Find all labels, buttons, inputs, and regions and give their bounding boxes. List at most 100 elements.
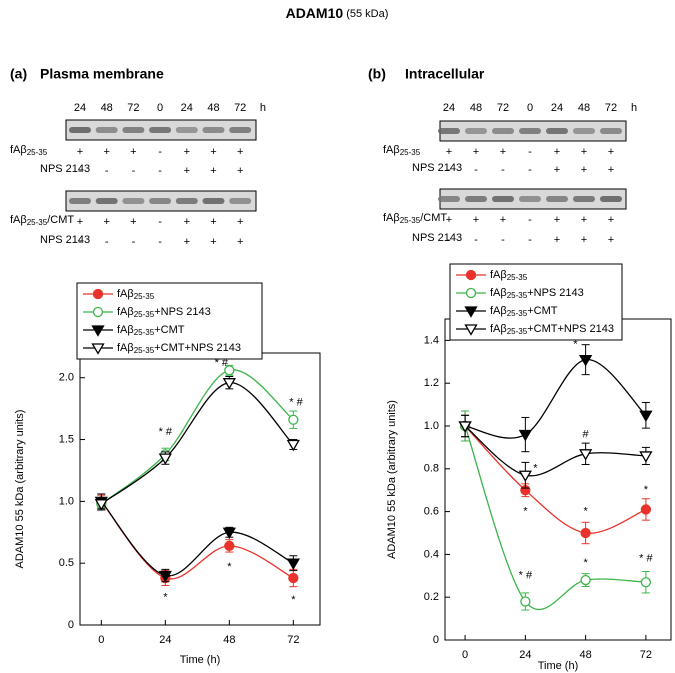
series-line	[100, 500, 294, 577]
blot-row-label: fAβ25-35/CMT	[383, 212, 447, 225]
blot-sign: +	[608, 164, 614, 176]
blot-sign: +	[184, 165, 190, 177]
blot-row-label: NPS 2143	[412, 232, 462, 244]
x-axis-title: Time (h)	[180, 654, 221, 666]
lane-label: 24	[181, 102, 193, 114]
blot-row-label: fAβ25-35	[383, 144, 421, 157]
blot-sign: -	[78, 165, 82, 177]
legend-label: fAβ25-35+CMT+NPS 2143	[490, 323, 614, 336]
blot-sign: +	[77, 146, 83, 158]
blot-sign: +	[581, 164, 587, 176]
data-point	[578, 449, 593, 461]
x-tick-label: 72	[287, 634, 299, 646]
blot-band	[600, 128, 622, 134]
data-point	[286, 558, 300, 570]
blot-band	[546, 196, 568, 202]
panel-title: Intracellular	[405, 66, 485, 82]
blot-band	[519, 196, 541, 202]
blot-sign: +	[210, 236, 216, 248]
blot-band	[175, 127, 198, 133]
lane-label: 48	[578, 102, 590, 114]
data-point	[580, 574, 591, 586]
blot-sign: -	[158, 216, 162, 228]
plot-frame	[79, 352, 321, 626]
blot-sign: +	[581, 214, 587, 226]
panel-label: (a)	[10, 66, 27, 82]
y-tick-label: 1.5	[59, 433, 74, 445]
series-line	[464, 359, 647, 439]
lane-label: 72	[234, 102, 246, 114]
y-tick-label: 1.0	[424, 420, 439, 432]
legend-label: fAβ25-35	[490, 269, 528, 282]
blot-sign: -	[447, 164, 451, 176]
blot-sign: -	[501, 234, 505, 246]
legend-marker	[91, 325, 105, 337]
blot-sign: -	[78, 236, 82, 248]
data-point	[222, 527, 236, 540]
blot-band	[122, 198, 145, 204]
blot-band	[519, 128, 541, 134]
x-tick-label: 0	[462, 649, 468, 661]
annotation: *	[523, 506, 528, 518]
blot-band	[149, 127, 172, 133]
annotation: *	[573, 339, 578, 351]
data-point	[286, 439, 300, 452]
data-point	[639, 451, 653, 463]
lane-label: 0	[157, 102, 163, 114]
legend-box	[76, 282, 263, 360]
blot-sign: +	[77, 216, 83, 228]
lane-label: 72	[127, 102, 139, 114]
legend-marker	[464, 324, 478, 336]
blot-band	[573, 196, 595, 202]
blot-row-label: NPS 2143	[412, 162, 462, 174]
data-point	[640, 504, 652, 515]
lane-unit: h	[631, 102, 637, 114]
x-tick-label: 48	[223, 634, 235, 646]
legend-marker	[91, 343, 105, 355]
blot-sign: +	[130, 146, 136, 158]
y-tick-label: 0.6	[424, 506, 439, 518]
blot-sign: +	[608, 234, 614, 246]
blot-sign: -	[528, 146, 532, 158]
annotation: *	[583, 557, 588, 569]
blot-sign: +	[210, 146, 216, 158]
blot-band	[573, 128, 595, 134]
data-point	[288, 414, 299, 425]
blot-sign: +	[184, 236, 190, 248]
y-tick-label: 0.5	[59, 557, 74, 569]
blot-sign: +	[446, 214, 452, 226]
subtitle: (55 kDa)	[346, 8, 388, 20]
lane-label: 24	[74, 102, 86, 114]
blot-row-label: NPS 2143	[40, 163, 90, 175]
annotation: *	[163, 592, 168, 604]
legend-box	[449, 263, 623, 341]
legend-marker	[92, 306, 104, 318]
annotation: #	[583, 428, 590, 440]
lane-unit: h	[260, 102, 266, 114]
blot-band	[465, 128, 487, 134]
blot-sign: -	[474, 164, 478, 176]
legend-marker	[465, 287, 477, 299]
x-axis-title: Time (h)	[538, 660, 579, 672]
legend-marker	[92, 288, 104, 300]
lane-label: 24	[443, 102, 455, 114]
blot-sign: +	[237, 236, 243, 248]
blot-sign: +	[473, 214, 479, 226]
blot-sign: -	[132, 165, 136, 177]
blot-row-label: fAβ25-35/CMT	[10, 214, 74, 227]
blot-band	[202, 127, 225, 133]
blot-sign: +	[103, 146, 109, 158]
blot-sign: +	[554, 164, 560, 176]
x-tick-label: 48	[579, 649, 591, 661]
data-point	[518, 470, 532, 483]
legend-marker	[464, 306, 478, 318]
annotation: * #	[639, 553, 653, 565]
panel-label: (b)	[368, 66, 386, 82]
blot-sign: +	[554, 146, 560, 158]
data-point	[458, 421, 472, 433]
legend-label: fAβ25-35	[117, 288, 155, 301]
blot-band	[95, 198, 118, 204]
blot-sign: -	[105, 165, 109, 177]
data-point	[222, 378, 236, 390]
